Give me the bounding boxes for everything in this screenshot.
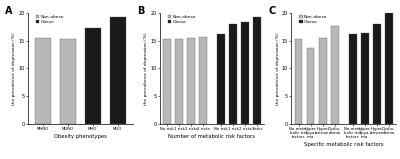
Bar xyxy=(253,17,261,124)
Bar xyxy=(319,38,326,124)
Bar xyxy=(229,24,237,124)
Bar xyxy=(175,39,183,124)
Bar xyxy=(85,28,101,124)
Bar xyxy=(373,24,381,124)
Legend: Non-obese, Obese: Non-obese, Obese xyxy=(167,15,196,25)
Y-axis label: the prevalence of depression (%): the prevalence of depression (%) xyxy=(276,32,280,105)
Bar xyxy=(199,37,207,124)
X-axis label: Specific metabolic risk factors: Specific metabolic risk factors xyxy=(304,142,384,147)
Bar xyxy=(241,22,249,124)
Legend: Non-obese, Obese: Non-obese, Obese xyxy=(36,15,65,25)
Bar xyxy=(307,48,314,124)
Y-axis label: the prevalence of depression (%): the prevalence of depression (%) xyxy=(12,32,16,105)
Legend: Non-obese, Obese: Non-obese, Obese xyxy=(299,15,328,25)
Bar xyxy=(385,7,393,124)
X-axis label: Number of metabolic risk factors: Number of metabolic risk factors xyxy=(168,134,256,139)
Bar xyxy=(187,38,195,124)
Bar xyxy=(361,33,369,124)
Bar xyxy=(163,39,171,124)
Text: B: B xyxy=(137,6,144,16)
Bar xyxy=(110,17,126,124)
Text: C: C xyxy=(268,6,276,16)
Bar xyxy=(217,34,225,124)
Bar xyxy=(331,26,338,124)
X-axis label: Obesity phenotypes: Obesity phenotypes xyxy=(54,134,107,139)
Bar xyxy=(295,39,302,124)
Bar xyxy=(60,39,76,124)
Bar xyxy=(349,34,356,124)
Text: A: A xyxy=(5,6,12,16)
Bar xyxy=(35,38,51,124)
Y-axis label: the prevalence of depression (%): the prevalence of depression (%) xyxy=(144,32,148,105)
